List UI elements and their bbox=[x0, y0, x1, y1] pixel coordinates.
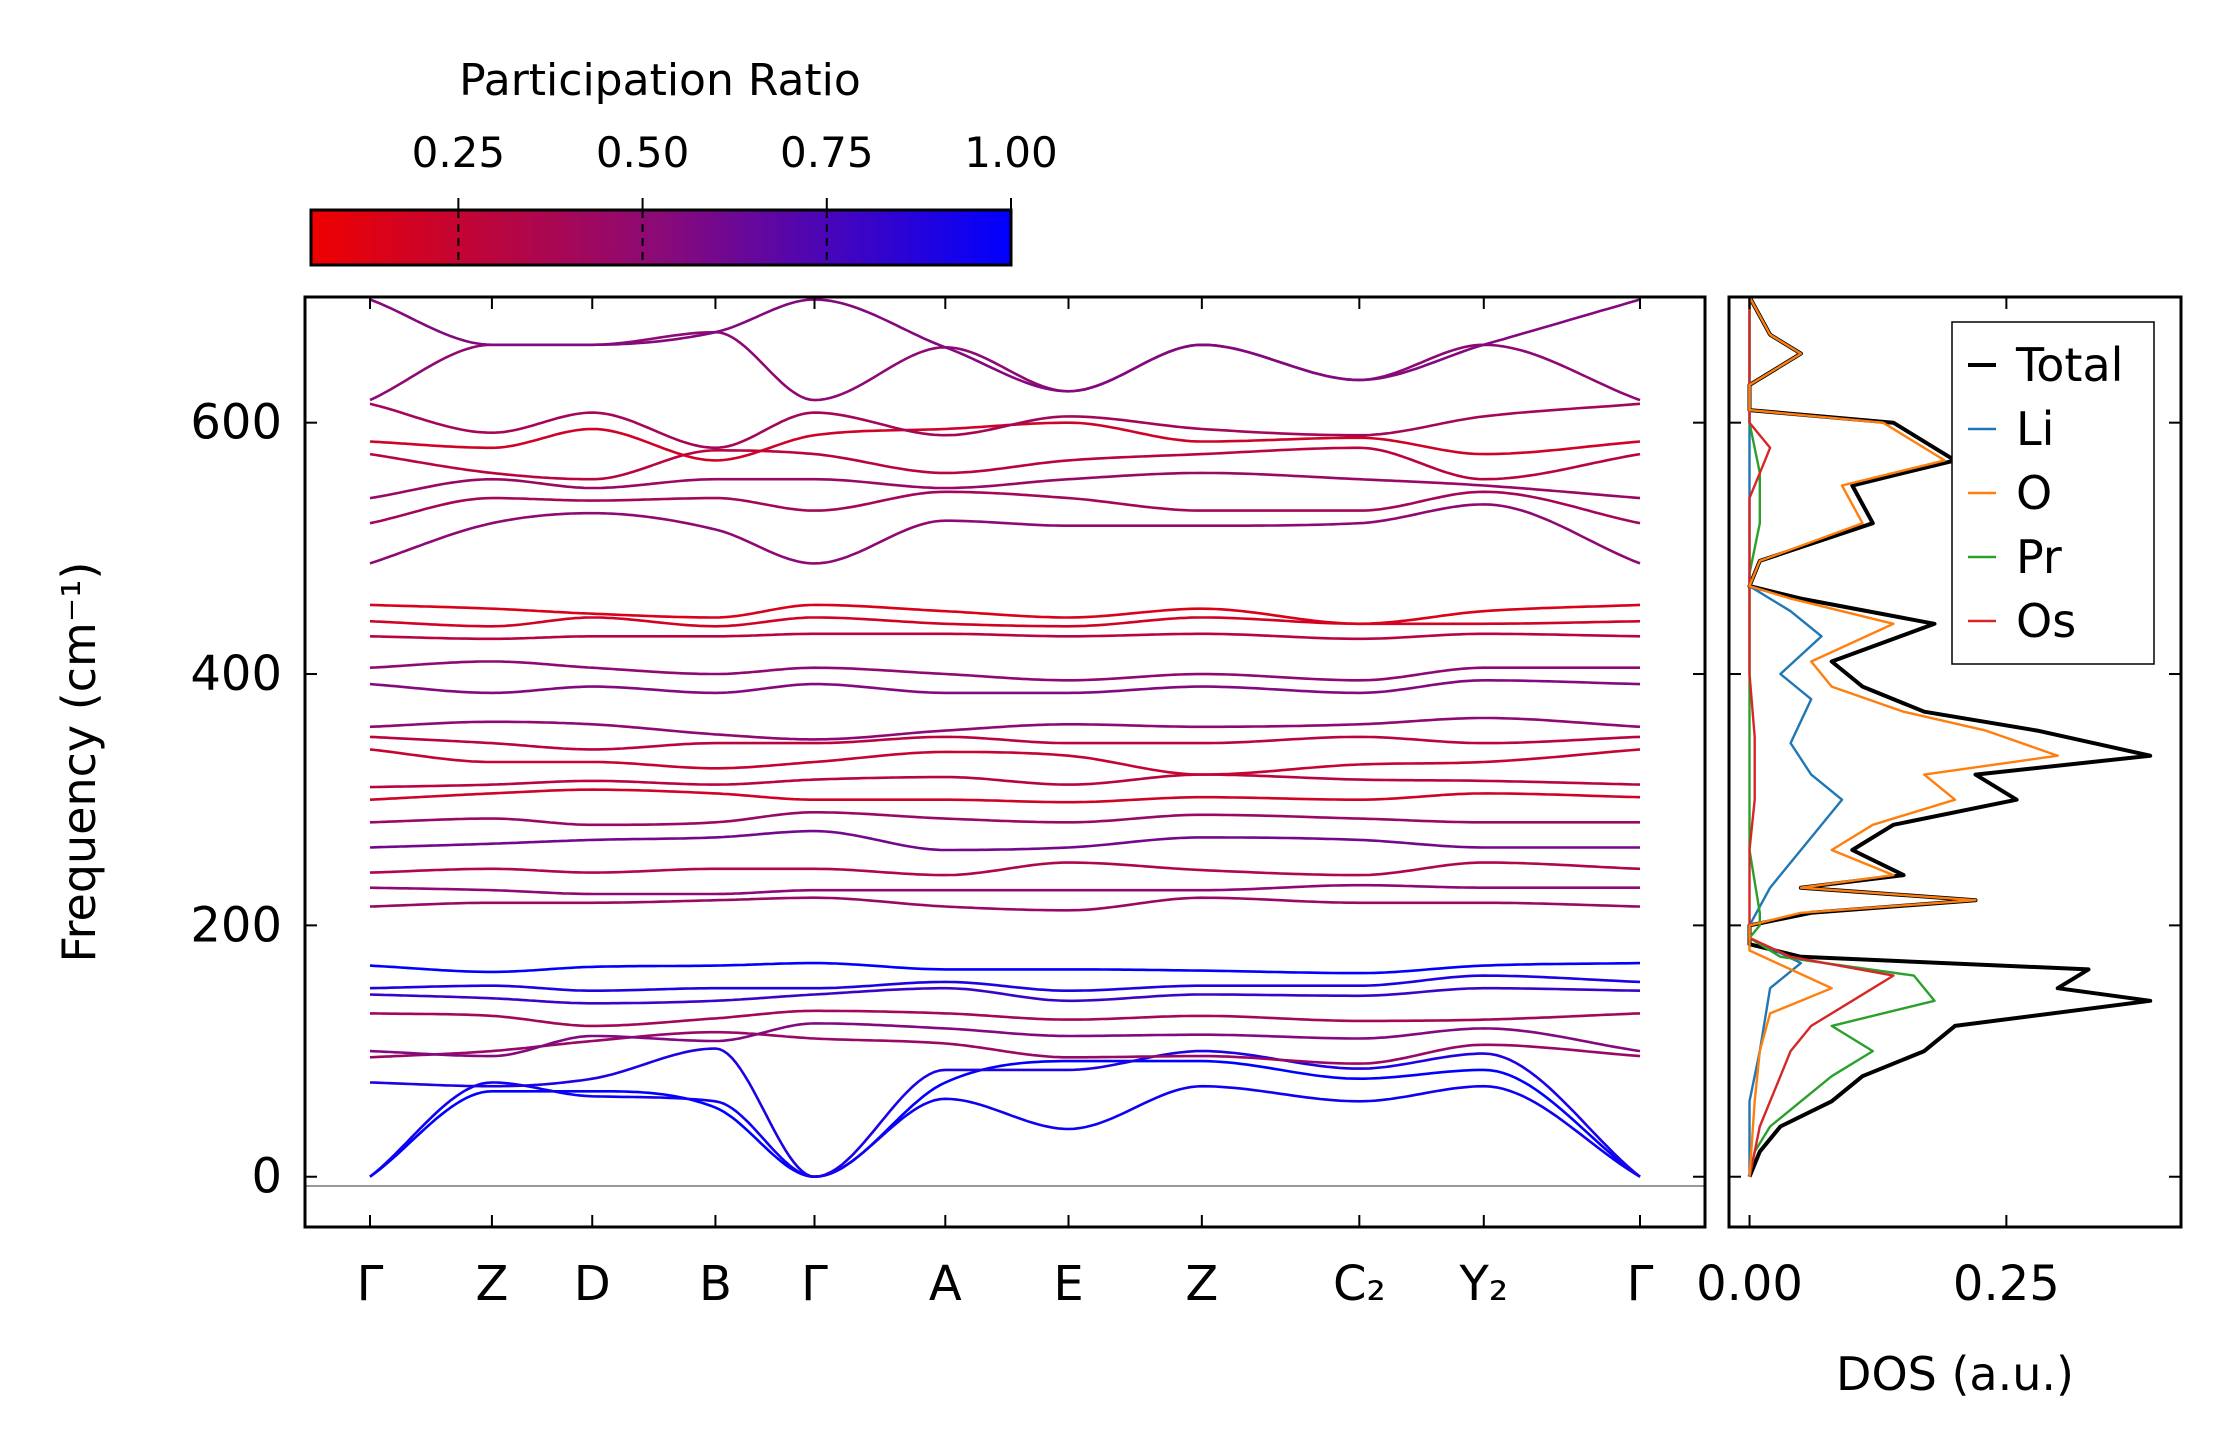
band-lines bbox=[369, 298, 1641, 1179]
phonon-band-2 bbox=[369, 1081, 1641, 1179]
legend-label-o: O bbox=[2016, 466, 2052, 520]
colorbar-tick-label: 1.00 bbox=[964, 128, 1058, 177]
phonon-band-15 bbox=[369, 788, 1641, 804]
phonon-band-22 bbox=[369, 632, 1641, 641]
legend-label-li: Li bbox=[2016, 402, 2054, 456]
k-point-label: E bbox=[1053, 1256, 1083, 1312]
dos-panel: 0.00 0.25 DOS (a.u.) Total Li O Pr Os bbox=[1696, 295, 2183, 1401]
k-point-label: Γ bbox=[357, 1256, 384, 1312]
phonon-band-8 bbox=[369, 974, 1641, 992]
dos-frame bbox=[1727, 295, 2183, 1229]
y-axis-label: Frequency (cm⁻¹) bbox=[52, 562, 106, 963]
phonon-band-31 bbox=[369, 330, 1641, 402]
colorbar-tick-label: 0.75 bbox=[780, 128, 874, 177]
dos-line-total bbox=[1747, 297, 2153, 1178]
dos-line-os bbox=[1748, 297, 1895, 1177]
phonon-band-28 bbox=[369, 446, 1641, 481]
phonon-band-21 bbox=[369, 660, 1640, 682]
dos-line-li bbox=[1748, 297, 1844, 1177]
phonon-band-26 bbox=[369, 490, 1641, 525]
k-point-label: D bbox=[574, 1256, 611, 1312]
phonon-band-10 bbox=[369, 896, 1641, 912]
colorbar-title: Participation Ratio bbox=[459, 55, 861, 106]
phonon-band-18 bbox=[369, 735, 1641, 751]
colorbar-tick-label: 0.25 bbox=[412, 128, 506, 177]
phonon-band-17 bbox=[369, 748, 1641, 776]
phonon-band-27 bbox=[369, 471, 1641, 500]
phonon-band-12 bbox=[369, 861, 1641, 877]
phonon-band-4 bbox=[369, 1030, 1641, 1065]
colorbar-gradient bbox=[309, 208, 1013, 267]
phonon-band-19 bbox=[369, 716, 1641, 741]
phonon-band-24 bbox=[369, 603, 1641, 626]
y-tick-label: 400 bbox=[190, 646, 282, 702]
dos-axes: 0.00 0.25 bbox=[1696, 297, 2181, 1312]
legend-label-os: Os bbox=[2016, 594, 2076, 648]
phonon-band-3 bbox=[369, 1047, 1641, 1179]
legend-label-total: Total bbox=[2015, 338, 2123, 392]
phonon-band-11 bbox=[369, 883, 1640, 896]
phonon-band-30 bbox=[369, 402, 1641, 450]
dos-line-pr bbox=[1748, 297, 1936, 1177]
dos-legend: Total Li O Pr Os bbox=[1951, 321, 2155, 665]
phonon-band-25 bbox=[369, 503, 1641, 565]
dos-lines bbox=[1747, 297, 2153, 1178]
k-point-label: Γ bbox=[801, 1256, 828, 1312]
k-point-label: B bbox=[699, 1256, 732, 1312]
dos-x-axis-label: DOS (a.u.) bbox=[1836, 1347, 2074, 1401]
dos-x-tick-label: 0.00 bbox=[1696, 1256, 1803, 1312]
dos-line-o bbox=[1748, 297, 2059, 1177]
k-point-label: A bbox=[929, 1256, 962, 1312]
phonon-band-1 bbox=[369, 1059, 1641, 1179]
k-point-label: Γ bbox=[1627, 1256, 1654, 1312]
phonon-band-7 bbox=[369, 986, 1641, 1005]
phonon-band-20 bbox=[369, 679, 1641, 695]
phonon-band-16 bbox=[369, 773, 1641, 789]
y-tick-label: 200 bbox=[190, 897, 282, 953]
phonon-band-29 bbox=[369, 421, 1641, 462]
k-point-label: Z bbox=[1185, 1256, 1218, 1312]
phonon-band-13 bbox=[369, 829, 1640, 852]
phonon-band-9 bbox=[369, 961, 1641, 975]
y-tick-label: 600 bbox=[190, 395, 282, 451]
band-frame bbox=[303, 295, 1707, 1229]
phonon-band-6 bbox=[370, 1009, 1641, 1028]
colorbar-tick-label: 0.50 bbox=[596, 128, 690, 177]
colorbar-ticks: 0.25 0.50 0.75 1.00 bbox=[412, 128, 1058, 265]
phonon-band-5 bbox=[369, 1022, 1641, 1058]
phonon-band-23 bbox=[369, 616, 1641, 628]
k-point-label: Y₂ bbox=[1459, 1256, 1509, 1312]
k-point-label: C₂ bbox=[1333, 1256, 1386, 1312]
band-structure-panel: Γ Z D B Γ A E Z C₂ Y₂ Γ 0 200 400 600 Frequency (cm⁻¹) bbox=[52, 295, 1707, 1312]
band-axes: Γ Z D B Γ A E Z C₂ Y₂ Γ 0 200 400 600 bbox=[190, 297, 1705, 1312]
k-point-label: Z bbox=[475, 1256, 508, 1312]
legend-box bbox=[1951, 321, 2155, 665]
y-tick-label: 0 bbox=[251, 1149, 282, 1205]
legend-label-pr: Pr bbox=[2016, 530, 2062, 584]
colorbar: Participation Ratio 0.25 0.50 0.75 1.00 bbox=[309, 55, 1058, 267]
phonon-band-32 bbox=[369, 298, 1641, 393]
dos-x-tick-label: 0.25 bbox=[1953, 1256, 2060, 1312]
phonon-band-14 bbox=[369, 811, 1640, 827]
